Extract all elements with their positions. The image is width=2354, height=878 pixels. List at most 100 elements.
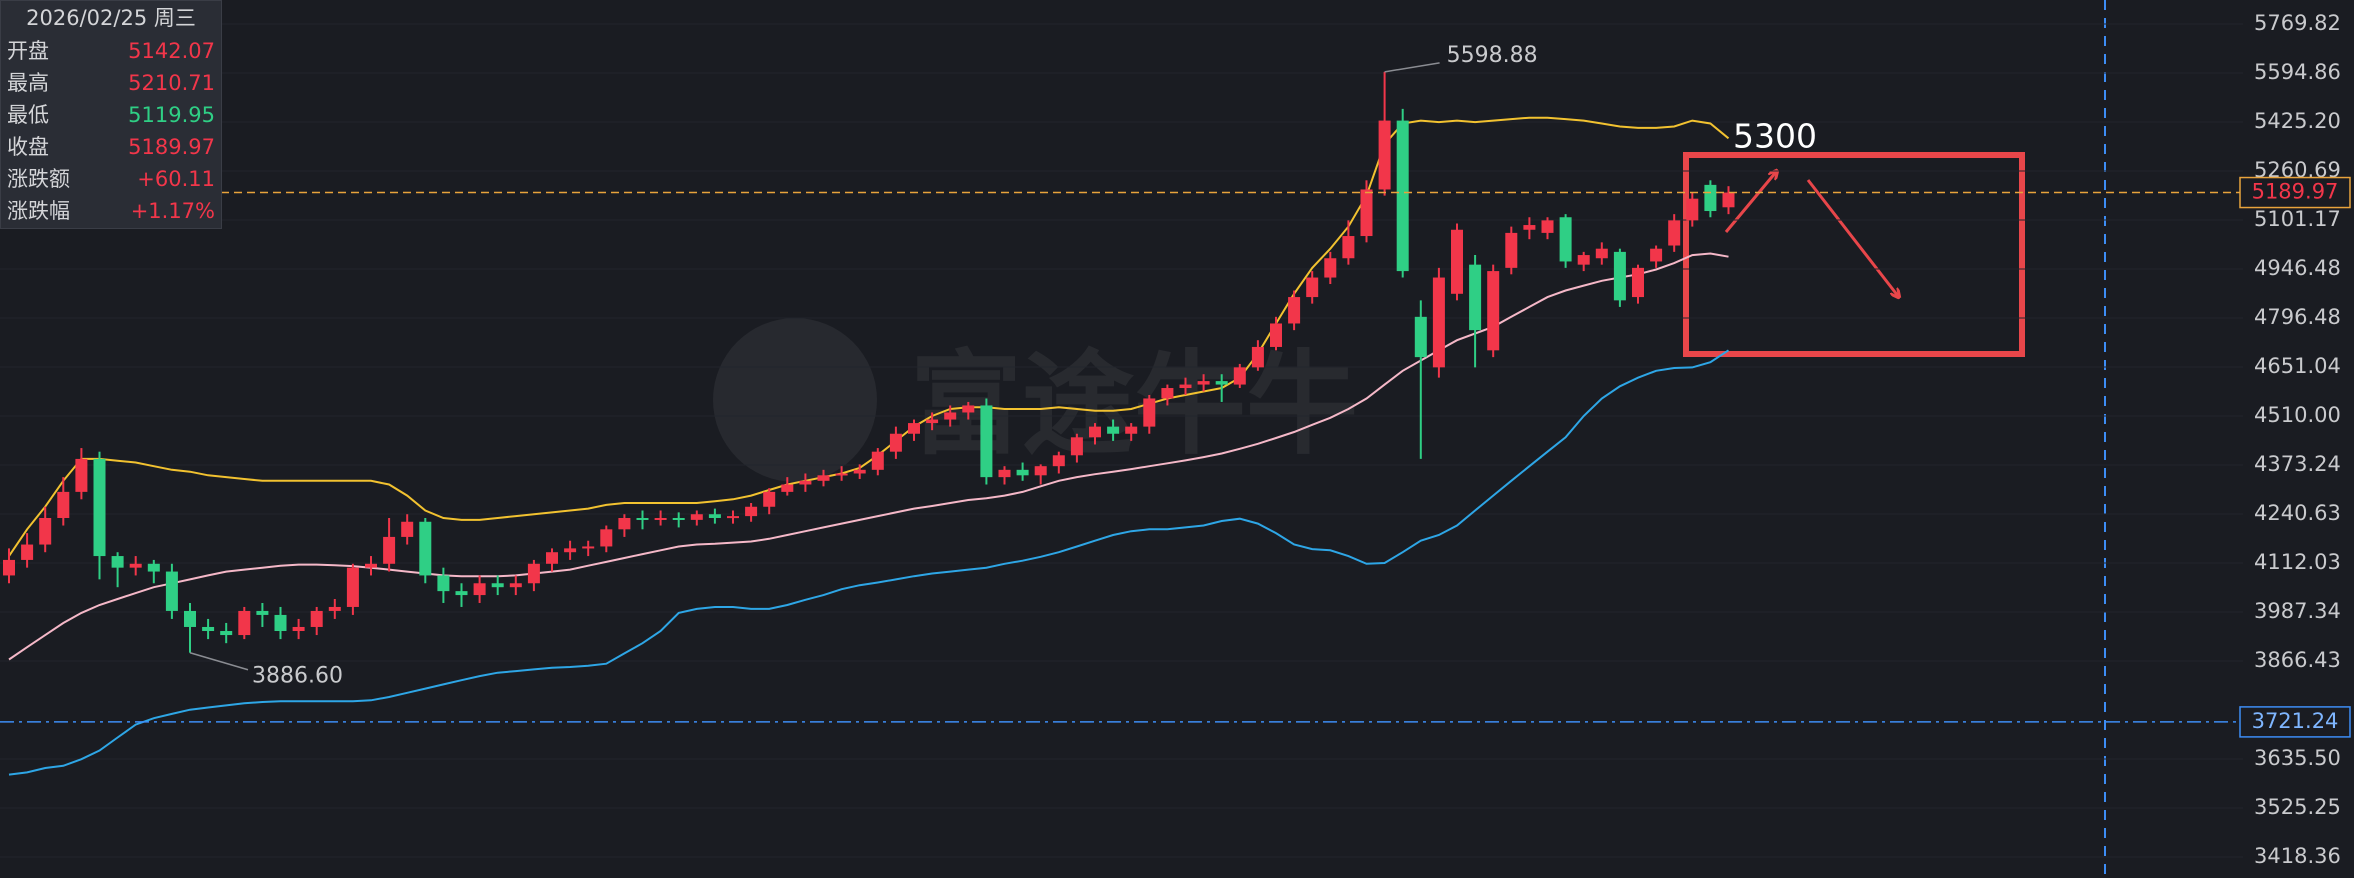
y-tick-label: 4651.04 [2254, 354, 2341, 378]
candle-body [1233, 367, 1246, 385]
info-label: 涨跌幅 [7, 199, 70, 223]
candle-body [1179, 384, 1192, 389]
candle-body [1686, 198, 1699, 221]
info-value: 5142.07 [128, 39, 215, 63]
candle-body [1342, 236, 1355, 259]
target-label: 5300 [1733, 117, 1817, 156]
candle-body [165, 571, 178, 611]
y-tick-label: 3987.34 [2254, 599, 2341, 623]
candle-body [1360, 189, 1373, 237]
candle-body [1559, 217, 1572, 262]
candle-body [1089, 426, 1101, 438]
candle-body [202, 626, 215, 632]
info-value: +60.11 [137, 167, 215, 191]
candle-body [184, 610, 196, 627]
candle-body [93, 458, 106, 557]
annotation-leader [189, 652, 249, 671]
candle-body [365, 563, 377, 568]
watermark: 富途牛牛 [713, 318, 1358, 482]
candle-body [1704, 184, 1717, 212]
candle-body [745, 506, 758, 517]
candle-body [1396, 120, 1409, 272]
candle-body [1414, 316, 1427, 358]
band-line [8, 116, 1730, 557]
candle-body [292, 626, 305, 632]
candle-body [256, 610, 269, 615]
y-tick-label: 3418.36 [2254, 844, 2341, 868]
candle-body [1034, 466, 1047, 476]
candle-body [1215, 381, 1228, 385]
info-panel: 2026/02/25 周三 开盘 5142.07 最高 5210.71 最低 5119.9… [0, 0, 222, 229]
candle-body [1487, 271, 1500, 351]
candle-body [1613, 251, 1626, 301]
y-tick-label: 3525.25 [2254, 795, 2341, 819]
candle-body [455, 591, 468, 596]
candle-body [1469, 264, 1482, 331]
grid [0, 23, 2243, 858]
y-tick-label: 4240.63 [2254, 501, 2341, 525]
candle-body [1197, 381, 1210, 385]
arrow-down [1806, 179, 1898, 296]
candle-body [310, 610, 323, 627]
candle-body [908, 423, 920, 434]
info-row: 收盘 5189.97 [1, 131, 221, 163]
candle-body [1668, 220, 1681, 246]
watermark-logo [713, 318, 877, 482]
last-price-label: 5189.97 [2252, 180, 2339, 204]
candle-body [238, 610, 251, 636]
y-tick-label: 5425.20 [2254, 109, 2341, 133]
candle-body [763, 491, 776, 507]
candle-body [383, 536, 396, 564]
candle-body [1650, 248, 1663, 262]
candle-body [1541, 220, 1554, 233]
candle-body [1523, 225, 1536, 230]
candle-body [147, 563, 160, 572]
candle-body [509, 583, 522, 588]
candle-body [75, 458, 88, 492]
candle-body [853, 469, 866, 474]
candle-body [1722, 192, 1735, 208]
candle-body [1161, 388, 1174, 399]
y-tick-label: 4796.48 [2254, 305, 2341, 329]
info-value: 5189.97 [128, 135, 215, 159]
candle-body [781, 484, 794, 492]
arrow-up [1724, 172, 1776, 233]
candle-body [1378, 120, 1391, 190]
candle-body [871, 451, 884, 470]
y-tick-label: 4373.24 [2254, 452, 2341, 476]
candle-body [346, 567, 359, 607]
info-label: 开盘 [7, 39, 49, 63]
candle-body [962, 405, 975, 413]
info-label: 涨跌额 [7, 167, 70, 191]
candle-body [39, 517, 52, 545]
candle-body [654, 517, 667, 520]
y-tick-label: 3866.43 [2254, 648, 2341, 672]
y-tick-label: 5594.86 [2254, 60, 2341, 84]
y-tick-label: 5769.82 [2254, 11, 2341, 35]
candle-body [672, 517, 685, 520]
candle-body [1251, 346, 1264, 368]
info-label: 最低 [7, 103, 49, 127]
info-label: 收盘 [7, 135, 49, 159]
candle-body [1107, 426, 1120, 434]
candle-body [944, 412, 957, 420]
candle-body [401, 521, 414, 537]
last-price-box [2239, 176, 2351, 209]
y-tick-label: 4946.48 [2254, 256, 2341, 280]
candle-body [491, 583, 504, 588]
candle-body [274, 614, 287, 632]
info-value: 5119.95 [128, 103, 215, 127]
candle-body [926, 419, 939, 424]
candle-body [111, 556, 124, 568]
candle-body [564, 548, 577, 553]
info-row: 最高 5210.71 [1, 67, 221, 99]
candle-body [1270, 323, 1282, 347]
info-row: 最低 5119.95 [1, 99, 221, 131]
candle-body [1125, 426, 1138, 434]
candle-body [220, 631, 233, 636]
info-value: 5210.71 [128, 71, 215, 95]
info-row: 涨跌幅 +1.17% [1, 195, 221, 227]
highlight-box [1683, 152, 2025, 357]
